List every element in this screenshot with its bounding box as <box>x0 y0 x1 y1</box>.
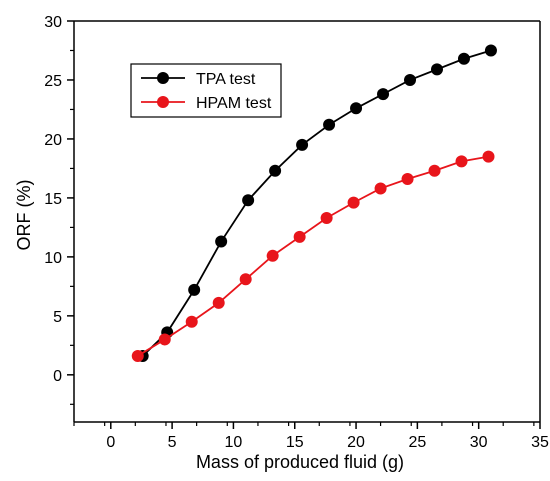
y-axis-title: ORF (%) <box>14 180 34 251</box>
data-point <box>428 164 441 177</box>
data-point <box>188 283 201 296</box>
data-point <box>320 211 333 224</box>
series-hpam <box>131 150 495 362</box>
data-point <box>266 249 279 262</box>
data-point <box>239 273 252 286</box>
y-tick-label: 15 <box>44 191 62 208</box>
data-point <box>482 150 495 163</box>
y-tick-label: 10 <box>44 250 62 267</box>
data-point <box>457 52 470 65</box>
data-point <box>323 118 336 131</box>
legend-marker-hpam <box>157 96 169 108</box>
y-tick-label: 30 <box>44 14 62 31</box>
x-tick-label: 5 <box>168 434 177 451</box>
legend-marker-tpa <box>157 72 169 84</box>
legend-box <box>130 63 282 118</box>
data-point <box>347 196 360 209</box>
legend: TPA test HPAM test <box>130 63 282 118</box>
data-point <box>484 44 497 57</box>
data-point <box>131 349 144 362</box>
data-point <box>350 102 363 115</box>
y-tick-label: 25 <box>44 73 62 90</box>
data-point <box>401 173 414 186</box>
y-tick-label: 5 <box>53 309 62 326</box>
data-point <box>185 315 198 328</box>
y-tick-label: 20 <box>44 132 62 149</box>
x-tick-label: 25 <box>408 434 426 451</box>
y-ticks: 0 5 10 15 20 25 30 <box>44 14 74 405</box>
data-point <box>269 164 282 177</box>
plot-frame <box>73 20 541 423</box>
data-point <box>215 235 228 248</box>
x-axis-title: Mass of produced fluid (g) <box>196 452 404 472</box>
series-layer <box>131 44 497 362</box>
data-point <box>377 88 390 101</box>
x-tick-label: 0 <box>106 434 115 451</box>
x-tick-label: 10 <box>225 434 243 451</box>
x-tick-label: 35 <box>531 434 549 451</box>
x-tick-label: 15 <box>286 434 304 451</box>
data-point <box>455 155 468 168</box>
legend-label-hpam: HPAM test <box>196 95 272 112</box>
data-point <box>404 73 417 86</box>
legend-label-tpa: TPA test <box>196 71 256 88</box>
data-point <box>293 230 306 243</box>
data-point <box>158 333 171 346</box>
y-tick-label: 0 <box>53 368 62 385</box>
data-point <box>296 138 309 151</box>
x-tick-label: 20 <box>347 434 365 451</box>
data-point <box>242 194 255 207</box>
series-tpa <box>136 44 497 362</box>
x-tick-label: 30 <box>470 434 488 451</box>
data-point <box>212 296 225 309</box>
data-point <box>374 182 387 195</box>
data-point <box>430 63 443 76</box>
x-ticks: 0 5 10 15 20 25 30 35 <box>73 422 549 451</box>
